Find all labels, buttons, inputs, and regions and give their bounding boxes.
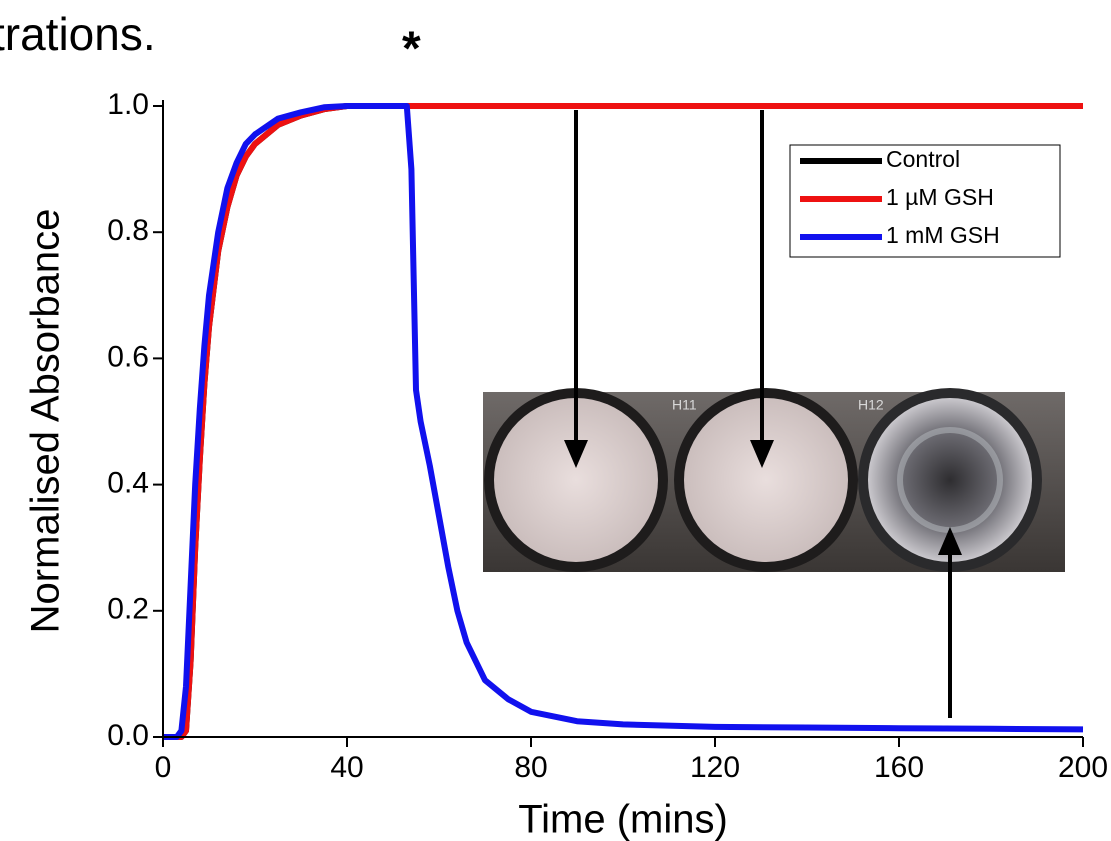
- plot-area: [163, 103, 1084, 740]
- y-tick-label: 0.0: [107, 719, 149, 752]
- inset-photo: [483, 388, 1065, 572]
- legend-label: 1 mM GSH: [886, 222, 1000, 248]
- legend: Control 1 µM GSH 1 mM GSH: [789, 144, 1061, 258]
- x-tick-label: 200: [1058, 751, 1108, 784]
- legend-label: 1 µM GSH: [886, 184, 994, 210]
- y-tick-label: 0.2: [107, 593, 149, 626]
- y-tick-label: 1.0: [107, 88, 149, 121]
- x-tick-label: 160: [874, 751, 924, 784]
- arrows: [564, 110, 962, 718]
- series-line: [163, 103, 1084, 740]
- y-tick-label: 0.6: [107, 340, 149, 373]
- x-tick-label: 40: [330, 751, 363, 784]
- header-fragment: trations.: [0, 8, 156, 60]
- annotation: *: [402, 23, 421, 76]
- x-tick-label: 0: [155, 751, 172, 784]
- x-tick-label: 120: [690, 751, 740, 784]
- legend-label: Control: [886, 146, 960, 172]
- y-tick-label: 0.8: [107, 214, 149, 247]
- inset-label: H12: [858, 397, 884, 413]
- inset-label: H11: [672, 397, 697, 413]
- x-tick-label: 80: [514, 751, 547, 784]
- x-axis-title: Time (mins): [518, 798, 728, 841]
- y-tick-label: 0.4: [107, 467, 149, 500]
- y-axis-title: Normalised Absorbance: [24, 209, 68, 634]
